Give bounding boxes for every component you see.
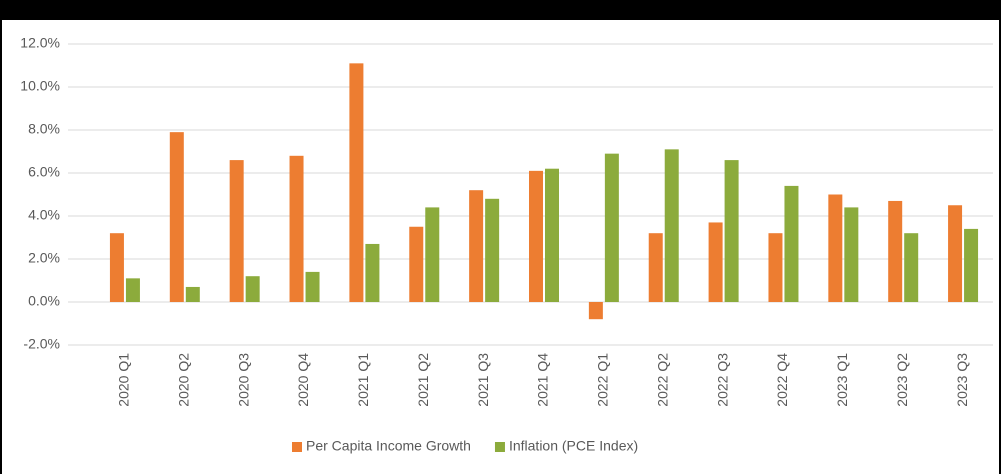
bar <box>768 233 783 302</box>
y-tick-label: 4.0% <box>28 207 60 223</box>
bar <box>904 233 919 302</box>
x-tick-label: 2022 Q1 <box>595 353 611 407</box>
bar <box>245 276 260 302</box>
bar <box>844 207 859 302</box>
bar <box>185 286 200 302</box>
y-tick-label: -2.0% <box>23 336 60 352</box>
right-border <box>999 0 1001 474</box>
x-tick-label: 2020 Q1 <box>116 353 132 407</box>
bar <box>604 153 619 302</box>
legend-label: Inflation (PCE Index) <box>509 438 638 454</box>
bar <box>545 168 559 302</box>
top-band <box>0 0 1001 20</box>
x-tick-label: 2022 Q2 <box>654 353 670 407</box>
bar <box>305 271 320 302</box>
bar <box>125 278 140 302</box>
x-tick-label: 2023 Q3 <box>954 353 970 407</box>
x-tick-label: 2021 Q3 <box>475 353 491 407</box>
bar <box>409 226 424 302</box>
y-tick-label: 8.0% <box>28 121 60 137</box>
bar <box>888 200 903 302</box>
bar <box>229 160 244 302</box>
x-tick-label: 2023 Q1 <box>834 353 850 407</box>
x-tick-label: 2023 Q2 <box>894 353 910 407</box>
bar <box>529 170 543 302</box>
bar <box>648 233 663 302</box>
bar <box>365 243 380 302</box>
x-tick-label: 2021 Q1 <box>355 353 371 407</box>
bar <box>289 155 304 302</box>
bar <box>724 160 739 302</box>
bar <box>485 198 500 302</box>
bar <box>588 302 603 320</box>
x-tick-label: 2020 Q2 <box>176 353 192 407</box>
x-tick-label: 2021 Q2 <box>415 353 431 407</box>
y-tick-label: 6.0% <box>28 164 60 180</box>
legend-label: Per Capita Income Growth <box>306 438 471 454</box>
bar <box>784 185 799 302</box>
legend-swatch <box>494 442 505 452</box>
bar <box>469 190 484 302</box>
x-tick-label: 2020 Q3 <box>235 353 251 407</box>
y-tick-label: 10.0% <box>20 78 60 94</box>
bar <box>828 194 843 302</box>
y-tick-label: 12.0% <box>20 35 60 51</box>
bar <box>109 233 124 302</box>
bar <box>948 205 963 302</box>
y-tick-label: 0.0% <box>28 293 60 309</box>
legend-swatch <box>292 442 302 452</box>
bar <box>708 222 723 302</box>
bar <box>425 207 440 302</box>
left-border <box>0 0 2 474</box>
x-tick-label: 2022 Q3 <box>714 353 730 407</box>
bar <box>349 63 364 302</box>
bar <box>964 228 979 302</box>
x-tick-label: 2020 Q4 <box>295 353 311 407</box>
bar <box>664 149 679 302</box>
x-tick-label: 2022 Q4 <box>774 353 790 407</box>
x-tick-label: 2021 Q4 <box>535 353 551 407</box>
y-tick-label: 2.0% <box>28 250 60 266</box>
bar <box>169 132 184 302</box>
